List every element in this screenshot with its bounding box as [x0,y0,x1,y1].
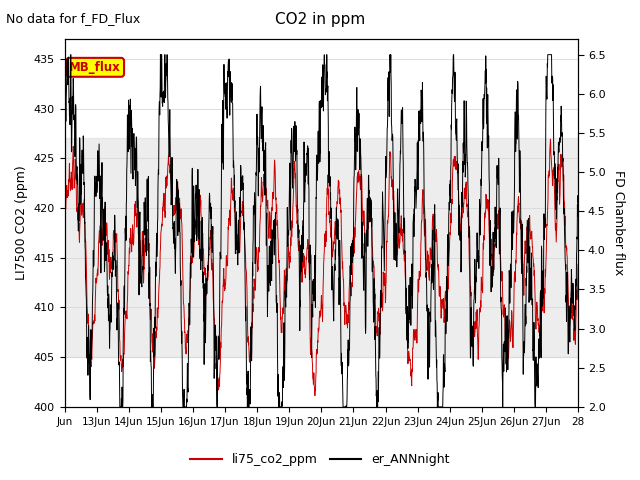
Text: CO2 in ppm: CO2 in ppm [275,12,365,27]
Text: MB_flux: MB_flux [69,61,121,74]
Text: No data for f_FD_Flux: No data for f_FD_Flux [6,12,141,25]
Y-axis label: FD Chamber flux: FD Chamber flux [612,170,625,276]
Legend: li75_co2_ppm, er_ANNnight: li75_co2_ppm, er_ANNnight [186,448,454,471]
Y-axis label: LI7500 CO2 (ppm): LI7500 CO2 (ppm) [15,166,28,280]
Bar [65,138,578,357]
